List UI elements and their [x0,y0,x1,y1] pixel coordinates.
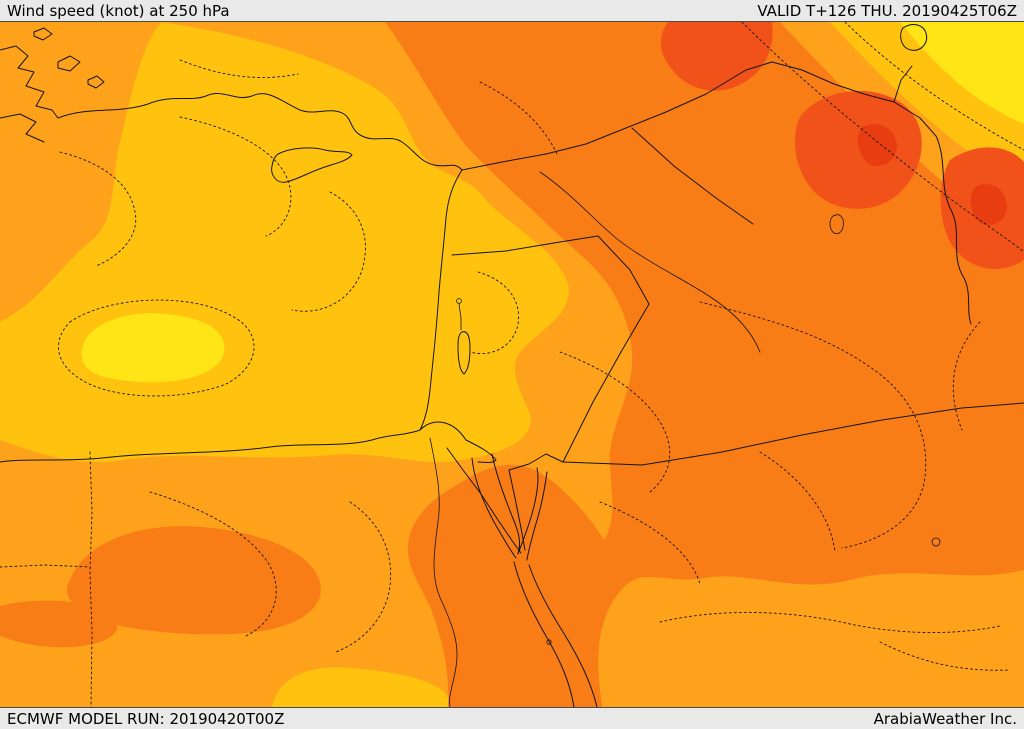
coastline-turkey-south [57,92,463,171]
island [57,55,81,72]
coastline-aegean [0,45,59,119]
contour-dashed [469,271,520,354]
country-borders [446,61,1024,554]
coastline-gulf-suez-west [471,457,517,559]
contour-dashed [741,22,1024,253]
contour-dashed [291,191,366,312]
border-jordan-iraq [597,235,650,305]
band-yellow-corner [900,22,1024,124]
band-deep-red-1 [857,124,897,166]
valid-time-label: VALID T+126 THU. 20190425T06Z [757,1,1017,20]
map-canvas [0,22,1024,707]
coastlines [0,27,598,707]
contour-dashed [149,491,277,637]
border-jordan-saudi [508,303,650,471]
island [87,75,105,89]
map-title: Wind speed (knot) at 250 hPa [7,1,230,20]
coastline-red-sea-west [513,561,575,707]
coastline-levant [419,169,463,431]
contour-dashed [599,501,701,585]
nile-river [429,437,458,707]
coastline-gulf-suez-east [491,453,521,555]
band-red-core-top [660,22,773,91]
contour-dashed [844,22,1024,151]
border-jordan-saudi-south [508,469,526,551]
border-iraq-iran [935,135,972,325]
band-deep-red-2 [970,184,1007,226]
brand-label: ArabiaWeather Inc. [873,709,1017,728]
dead-sea [457,331,471,375]
band-dark-orange-sw1 [66,526,321,635]
coastline-gulf-aqaba-east [526,471,548,561]
contour-dashed [759,451,836,553]
dashed-contours [0,22,1024,707]
contour-dashed [559,351,671,493]
border-syria-jordan [451,235,599,256]
border-turkey-iran [893,65,913,103]
band-amber-corner [830,22,1024,188]
border-dashed-egypt-sudan [0,564,91,568]
model-run-label: ECMWF MODEL RUN: 20190420T00Z [7,709,285,728]
coastline-aegean-south [0,113,45,143]
band-yellow-core-west [81,313,225,383]
lake-van [900,24,928,51]
contour-dashed [58,299,255,397]
lake-small [931,537,941,547]
border-syria-iraq [631,127,754,225]
coastline-nile-delta [419,421,467,441]
jordan-river [458,303,462,331]
border-turkey-iraq [771,61,937,137]
contour-dashed [179,59,299,78]
border-dashed-egypt-libya [89,451,93,707]
island [33,27,53,41]
contour-dashed [179,116,292,237]
band-amber-bottom [272,667,450,707]
contour-dashed [699,301,927,549]
coastline-cyprus [271,147,353,183]
euphrates-river [539,171,761,353]
island-red-sea [546,639,552,645]
band-dark-orange-sw2 [0,600,118,648]
lakes [829,24,941,547]
lake-tharthar [829,214,844,235]
footer-bar: ECMWF MODEL RUN: 20190420T00Z ArabiaWeat… [0,707,1024,729]
lake-galilee [456,298,462,304]
coastline-red-sea-east [528,564,598,707]
contour-dashed [952,321,981,431]
header-bar: Wind speed (knot) at 250 hPa VALID T+126… [0,0,1024,22]
band-red-core-mid [794,90,922,209]
coastline-suez-head [465,439,497,463]
map-svg [0,22,1024,707]
contour-dashed [659,612,1001,634]
contour-dashed [879,641,1011,671]
coastline-egypt-north [0,429,421,463]
border-iraq-saudi [562,402,1024,466]
border-egypt-israel [446,447,522,554]
border-turkey-syria [461,61,773,171]
contour-dashed [59,151,137,267]
